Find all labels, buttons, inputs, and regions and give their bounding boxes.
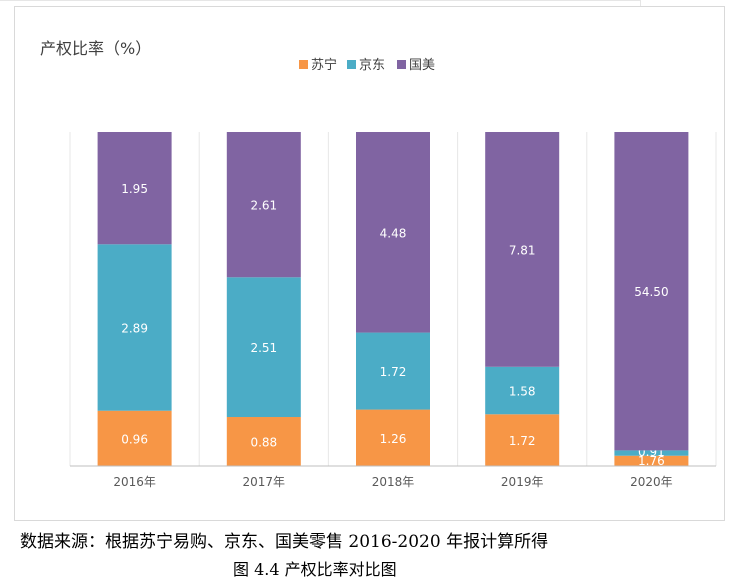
figure-title: 图 4.4 产权比率对比图 <box>233 560 397 579</box>
bar-1-0 <box>226 417 301 466</box>
chart-title: 产权比率（%） <box>40 39 151 58</box>
data-label-3-2: 7.81 <box>509 243 536 257</box>
x-tick-labels: 2016年 2017年 2018年 2019年 2020年 <box>113 475 672 489</box>
data-label-3-1: 1.58 <box>509 385 536 399</box>
legend-swatch-0 <box>299 60 308 69</box>
data-label-0-0: 0.96 <box>121 432 148 446</box>
top-rule <box>0 0 640 1</box>
legend-swatch-2 <box>397 60 406 69</box>
top-tick <box>640 0 641 6</box>
bar-4-2 <box>614 132 689 451</box>
data-label-0-2: 1.95 <box>121 182 148 196</box>
bar-1-2 <box>226 132 301 278</box>
bar-3-1 <box>485 366 560 415</box>
data-label-0-1: 2.89 <box>121 322 148 336</box>
bar-0-0 <box>97 410 172 466</box>
x-tick-label-3: 2019年 <box>501 475 544 489</box>
bar-3-2 <box>485 132 560 367</box>
legend-label-0: 苏宁 <box>311 57 337 73</box>
legend: 苏宁 京东 国美 <box>299 57 435 73</box>
bar-0-2 <box>97 132 172 245</box>
data-source-caption: 数据来源：根据苏宁易购、京东、国美零售 2016-2020 年报计算所得 <box>20 532 549 552</box>
legend-swatch-1 <box>347 60 356 69</box>
x-tick-label-1: 2017年 <box>243 475 286 489</box>
data-label-2-2: 4.48 <box>380 226 407 240</box>
bar-4-0 <box>614 455 689 466</box>
data-label-1-2: 2.61 <box>250 199 277 213</box>
bar-2-2 <box>356 132 430 333</box>
data-label-1-1: 2.51 <box>250 341 277 355</box>
bars: 0.96 2.89 1.95 0.88 2.51 2.61 1.26 1.72 4.48 1.72… <box>97 132 689 468</box>
bar-0-1 <box>97 244 172 411</box>
data-label-1-0: 0.88 <box>250 436 277 450</box>
x-tick-label-0: 2016年 <box>113 475 156 489</box>
x-tick-label-4: 2020年 <box>630 475 673 489</box>
bar-2-0 <box>356 409 430 466</box>
data-label-2-0: 1.26 <box>380 432 407 446</box>
x-tick-label-2: 2018年 <box>372 475 415 489</box>
data-label-3-0: 1.72 <box>509 434 536 448</box>
bar-4-1 <box>614 450 689 456</box>
legend-label-1: 京东 <box>359 58 385 73</box>
data-label-4-2: 54.50 <box>634 285 668 299</box>
data-label-2-1: 1.72 <box>380 365 407 379</box>
legend-label-2: 国美 <box>409 58 435 73</box>
bar-2-1 <box>356 332 430 410</box>
category-bands <box>69 132 717 466</box>
data-label-4-0: 1.76 <box>638 454 665 468</box>
stacked-bar-chart: 产权比率（%） 苏宁 京东 国美 0.96 2.89 1.95 0.88 2.51 2.61 1… <box>40 39 717 489</box>
bar-3-0 <box>485 414 560 466</box>
chart-frame: 产权比率（%） 苏宁 京东 国美 0.96 2.89 1.95 0.88 2.51 2.61 1… <box>14 6 725 521</box>
bar-1-1 <box>226 277 301 418</box>
